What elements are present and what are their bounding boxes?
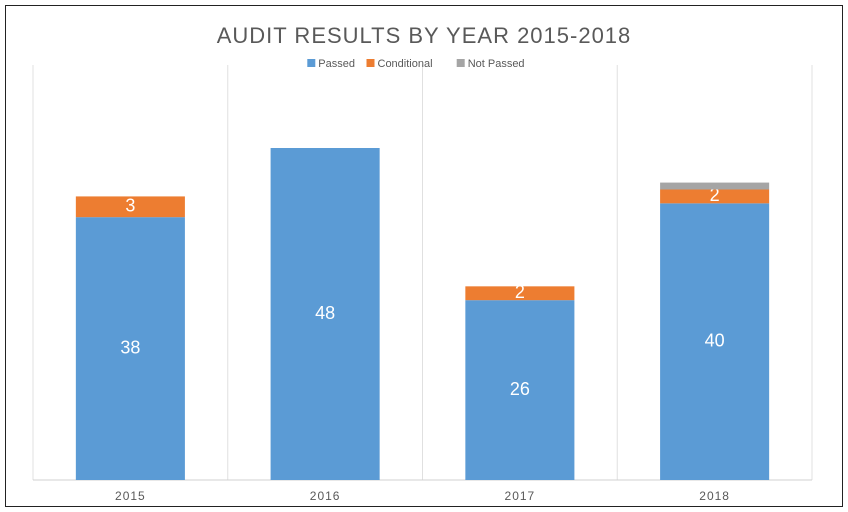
x-tick-label: 2015 [115, 489, 146, 503]
legend-swatch [366, 59, 375, 67]
bar-segment [660, 189, 770, 204]
data-label: 38 [120, 337, 140, 357]
bar-segment [660, 182, 770, 190]
bar-segment [270, 148, 380, 480]
x-tick-label: 2018 [699, 489, 730, 503]
legend-label: Not Passed [468, 58, 525, 70]
data-label: 26 [510, 379, 530, 399]
x-tick-label: 2016 [310, 489, 341, 503]
x-tick-label: 2017 [505, 489, 536, 503]
legend-label: Conditional [378, 58, 433, 70]
chart-title: AUDIT RESULTS BY YEAR 2015-2018 [217, 23, 632, 48]
data-label: 2 [515, 282, 525, 302]
data-label: 3 [125, 196, 135, 216]
legend-swatch [456, 59, 465, 67]
legend-label: Passed [318, 58, 355, 70]
bar-segment [75, 196, 185, 218]
bar-segment [660, 203, 770, 481]
data-label: 48 [315, 303, 335, 323]
data-label: 2 [710, 185, 720, 205]
data-label: 40 [705, 330, 725, 350]
bar-segment [465, 300, 575, 480]
legend-swatch [307, 59, 316, 67]
bar-segment [75, 217, 185, 480]
bar-segment [465, 286, 575, 301]
